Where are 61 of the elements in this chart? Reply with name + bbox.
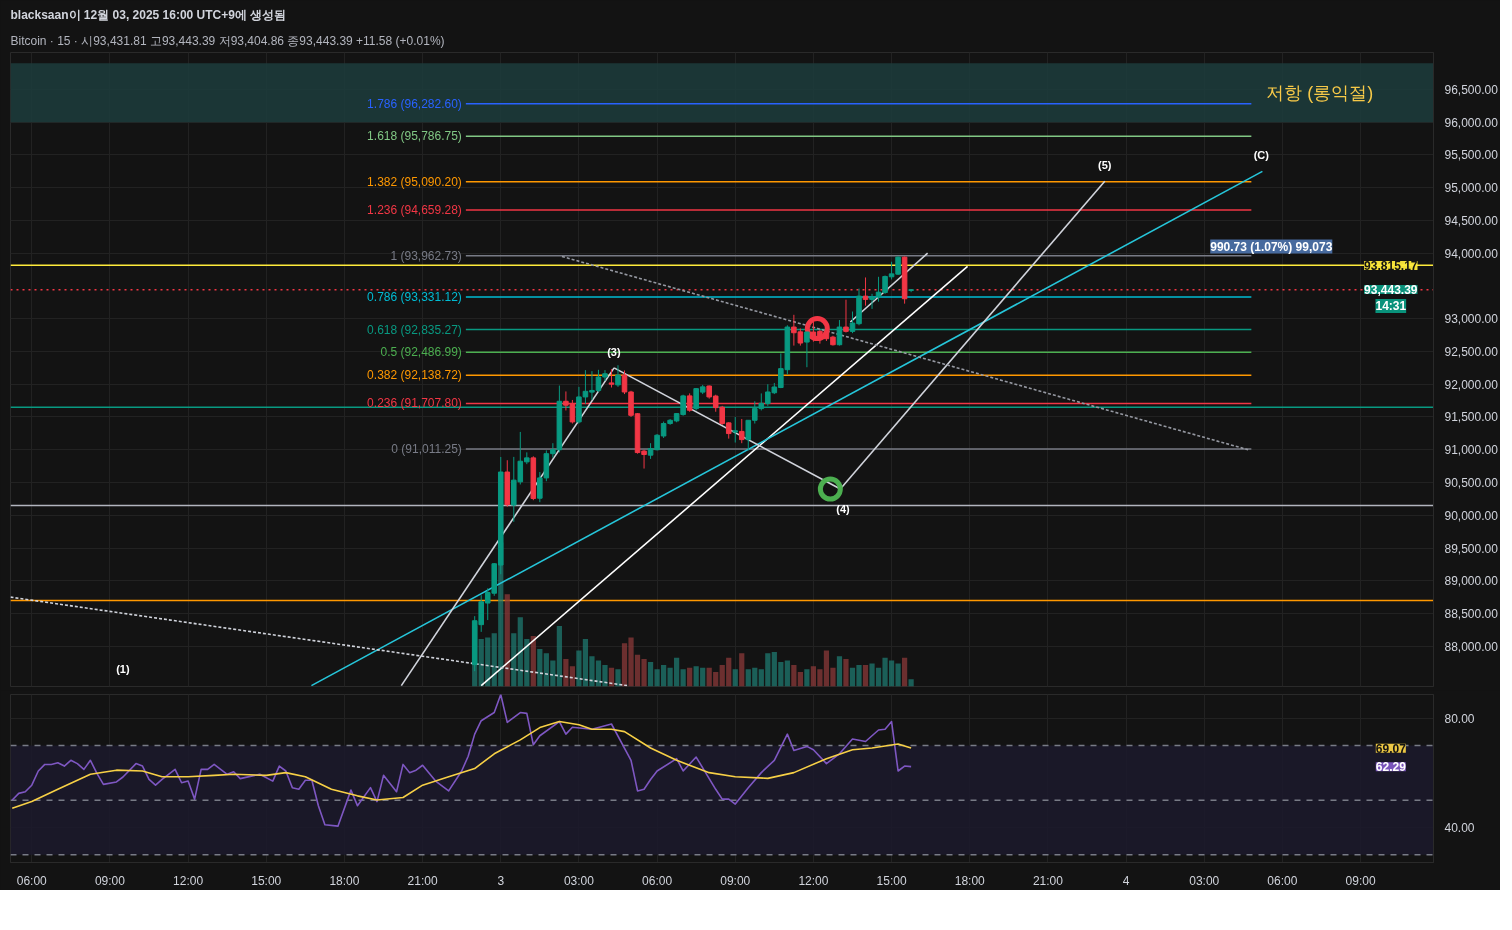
x-tick-label: 18:00: [329, 873, 360, 888]
y-tick-label: 95,000.00: [1444, 181, 1499, 196]
x-tick-label: 12:00: [798, 873, 829, 888]
y-tick-label: 90,500.00: [1444, 476, 1499, 490]
ref-line-label: 1.618 (95,786.75): [367, 129, 462, 144]
ref-line-label: 1 (93,962.73): [390, 248, 462, 263]
chart-title: blacksaan이 12월 03, 2025 16:00 UTC+9에 생성됨: [10, 7, 287, 22]
x-tick-label: 15:00: [876, 873, 907, 888]
annotation: 69.07: [1375, 741, 1407, 756]
y-tick-label: 80.00: [1444, 711, 1475, 726]
band-label: 저항 (롱익절): [1266, 82, 1374, 103]
y-tick-label: 89,000.00: [1444, 574, 1499, 589]
ref-line-label: 0.382 (92,138.72): [367, 368, 462, 383]
y-tick-label: 96,500.00: [1444, 82, 1499, 97]
y-tick-label: 92,000.00: [1444, 377, 1499, 392]
x-tick-label: 06:00: [1267, 873, 1298, 888]
ref-line-label: 1.382 (95,090.20): [367, 174, 462, 189]
x-tick-label: 06:00: [642, 873, 673, 888]
x-tick-label: 06:00: [16, 873, 48, 888]
y-tick-label: 40.00: [1444, 821, 1475, 836]
y-tick-label: 88,000.00: [1444, 639, 1499, 654]
annotation: (5): [1098, 158, 1112, 171]
y-tick-label: 91,500.00: [1444, 410, 1499, 425]
ref-line-label: 1.786 (96,282.60): [367, 96, 462, 111]
y-tick-label: 95,500.00: [1444, 148, 1499, 163]
x-tick-label: 4: [1122, 873, 1130, 888]
y-tick-label: 88,500.00: [1444, 607, 1499, 622]
x-tick-label: 15:00: [251, 873, 282, 888]
y-tick-label: 89,500.00: [1444, 541, 1499, 556]
x-tick-label: 09:00: [1345, 873, 1376, 888]
annotation: (4): [836, 502, 851, 515]
x-tick-label: 3: [497, 873, 505, 888]
y-tick-label: 94,500.00: [1444, 213, 1499, 228]
annotation: 14:31: [1375, 299, 1407, 314]
ref-line-label: 0.5 (92,486.99): [380, 345, 462, 360]
ref-line-label: 1.236 (94,659.28): [367, 203, 462, 218]
annotation: 93,815.17: [1364, 259, 1418, 274]
y-tick-label: 93,000.00: [1444, 312, 1499, 327]
x-tick-label: 18:00: [954, 873, 986, 888]
annotation: 990.73 (1.07%) 99,073: [1210, 239, 1333, 254]
x-tick-label: 09:00: [94, 873, 126, 888]
x-tick-label: 09:00: [720, 873, 751, 888]
x-tick-label: 21:00: [1032, 873, 1064, 888]
annotation: 93,443.39: [1364, 283, 1418, 298]
chart-subtitle: Bitcoin · 15 · 시93,431.81 고93,443.39 저93,404.86 종93,443.39 +11.58 (+0.01%): [10, 33, 445, 48]
ref-line-label: 0.236 (91,707.80): [367, 396, 462, 411]
x-tick-label: 03:00: [1189, 873, 1220, 888]
y-tick-label: 92,500.00: [1444, 344, 1499, 359]
ref-line-label: 0 (91,011.25): [391, 442, 462, 457]
y-tick-label: 91,000.00: [1444, 443, 1499, 458]
y-tick-label: 90,000.00: [1444, 508, 1499, 523]
x-tick-label: 21:00: [407, 873, 438, 888]
y-tick-label: 94,000.00: [1444, 246, 1499, 261]
annotation: (C): [1253, 148, 1270, 161]
ref-line-label: 0.618 (92,835.27): [367, 322, 462, 337]
ref-line-label: 0.786 (93,331.12): [367, 290, 462, 305]
x-tick-label: 03:00: [563, 873, 595, 888]
annotation: (1): [116, 663, 130, 676]
x-tick-label: 12:00: [173, 873, 204, 888]
y-tick-label: 96,000.00: [1444, 115, 1499, 130]
annotation: 62.29: [1375, 760, 1407, 775]
